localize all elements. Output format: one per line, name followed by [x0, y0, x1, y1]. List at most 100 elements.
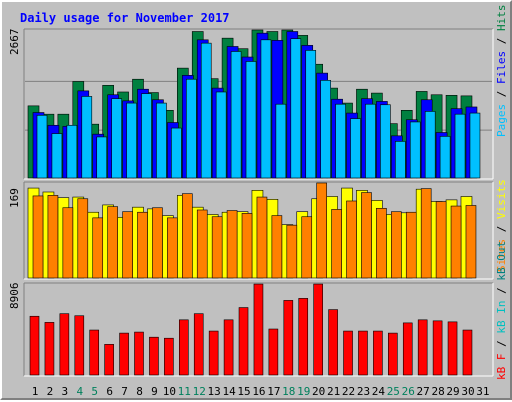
day-label-27: 27: [417, 385, 430, 398]
day-label-13: 13: [208, 385, 221, 398]
day-label-20: 20: [312, 385, 325, 398]
bar-pages-day-1: [36, 114, 48, 179]
bar-sites-day-15: [241, 213, 253, 279]
bar-kb-f-day-2: [44, 322, 55, 376]
legend-3: kB F / kB In / kB Out: [495, 241, 508, 380]
bar-pages-day-2: [51, 133, 63, 179]
day-label-30: 30: [461, 385, 474, 398]
bar-pages-day-16: [260, 39, 272, 179]
day-label-21: 21: [327, 385, 340, 398]
bar-pages-day-14: [230, 51, 242, 179]
bar-kb-f-day-16: [253, 283, 264, 376]
bar-sites-day-14: [226, 210, 238, 279]
bar-kb-f-day-29: [447, 321, 458, 376]
bar-sites-day-12: [196, 209, 208, 279]
legend-item: kB Out: [495, 241, 508, 281]
bar-pages-day-13: [215, 91, 227, 179]
bar-sites-day-6: [107, 206, 118, 279]
bar-pages-day-29: [454, 113, 466, 179]
bar-sites-day-24: [376, 207, 387, 279]
legend-item: /: [495, 281, 508, 301]
day-label-5: 5: [91, 385, 98, 398]
bar-sites-day-1: [32, 195, 44, 279]
bar-sites-day-19: [301, 216, 313, 279]
bar-kb-f-day-18: [283, 300, 294, 376]
bar-sites-day-4: [77, 198, 89, 279]
bar-sites-day-30: [465, 205, 477, 279]
bar-pages-day-4: [81, 96, 93, 179]
bar-kb-f-day-10: [164, 337, 174, 376]
legend-item: Sites: [495, 239, 508, 272]
panel-max-label: 169: [8, 188, 21, 208]
bar-pages-day-18: [290, 38, 302, 179]
bar-pages-day-26: [409, 121, 421, 179]
bar-kb-f-day-4: [74, 315, 85, 376]
bar-kb-f-day-24: [373, 330, 383, 376]
bar-sites-day-5: [92, 217, 104, 279]
day-label-31: 31: [476, 385, 489, 398]
chart-title: Daily usage for November 2017: [20, 11, 230, 25]
bar-kb-f-day-1: [29, 315, 40, 376]
bar-pages-day-30: [469, 112, 481, 179]
bar-kb-f-day-5: [89, 329, 100, 376]
bar-pages-day-27: [424, 111, 436, 179]
legend-item: kB F: [495, 354, 508, 381]
bar-kb-f-day-22: [343, 330, 353, 376]
bar-sites-day-25: [391, 211, 402, 279]
day-label-29: 29: [446, 385, 459, 398]
bar-kb-f-day-7: [119, 332, 129, 376]
day-label-10: 10: [163, 385, 176, 398]
legend-1: Pages / Files / Hits: [495, 5, 508, 138]
bar-kb-f-day-9: [149, 336, 159, 376]
bar-pages-day-24: [380, 104, 391, 179]
bar-pages-day-25: [395, 141, 406, 179]
bar-sites-day-23: [361, 192, 372, 279]
bar-sites-day-18: [286, 224, 298, 279]
day-label-1: 1: [32, 385, 39, 398]
bar-sites-day-17: [271, 215, 283, 279]
day-label-2: 2: [47, 385, 54, 398]
day-label-26: 26: [402, 385, 415, 398]
legend-item: Pages: [495, 104, 508, 137]
bar-pages-day-9: [156, 102, 167, 179]
legend-item: kB In: [495, 301, 508, 334]
day-label-6: 6: [106, 385, 113, 398]
chart-legends: Pages / Files / Hits Sites / Visits kB F /…: [495, 5, 508, 381]
day-label-4: 4: [76, 385, 83, 398]
bar-sites-day-9: [152, 207, 163, 279]
bar-sites-day-16: [256, 196, 268, 279]
bar-kb-f-day-15: [238, 307, 249, 376]
bar-pages-day-10: [171, 127, 182, 179]
bar-kb-f-day-23: [358, 330, 368, 376]
day-label-25: 25: [387, 385, 400, 398]
bar-pages-day-19: [305, 50, 317, 179]
bar-pages-day-21: [335, 103, 346, 179]
bar-sites-day-2: [47, 195, 59, 279]
bar-sites-day-20: [316, 182, 327, 279]
day-label-19: 19: [297, 385, 310, 398]
bar-pages-day-3: [66, 124, 78, 179]
day-label-17: 17: [267, 385, 280, 398]
legend-item: /: [495, 219, 508, 239]
day-label-11: 11: [178, 385, 191, 398]
bar-kb-f-day-20: [313, 283, 323, 376]
day-label-7: 7: [121, 385, 128, 398]
bar-pages-day-12: [200, 42, 212, 179]
day-label-23: 23: [357, 385, 370, 398]
bar-sites-day-7: [122, 211, 133, 279]
bar-sites-day-22: [346, 200, 357, 279]
bar-pages-day-28: [439, 136, 451, 179]
bar-sites-day-21: [331, 209, 342, 279]
legend-item: Hits: [495, 5, 508, 32]
day-label-3: 3: [62, 385, 69, 398]
panel-max-label: 2667: [8, 29, 21, 56]
legend-item: Visits: [495, 179, 508, 219]
bar-sites-day-10: [167, 217, 178, 279]
bar-sites-day-8: [137, 211, 148, 279]
bar-kb-f-day-17: [268, 328, 279, 376]
legend-item: /: [495, 84, 508, 104]
day-label-18: 18: [282, 385, 295, 398]
bar-pages-day-20: [320, 80, 331, 179]
day-label-12: 12: [193, 385, 206, 398]
